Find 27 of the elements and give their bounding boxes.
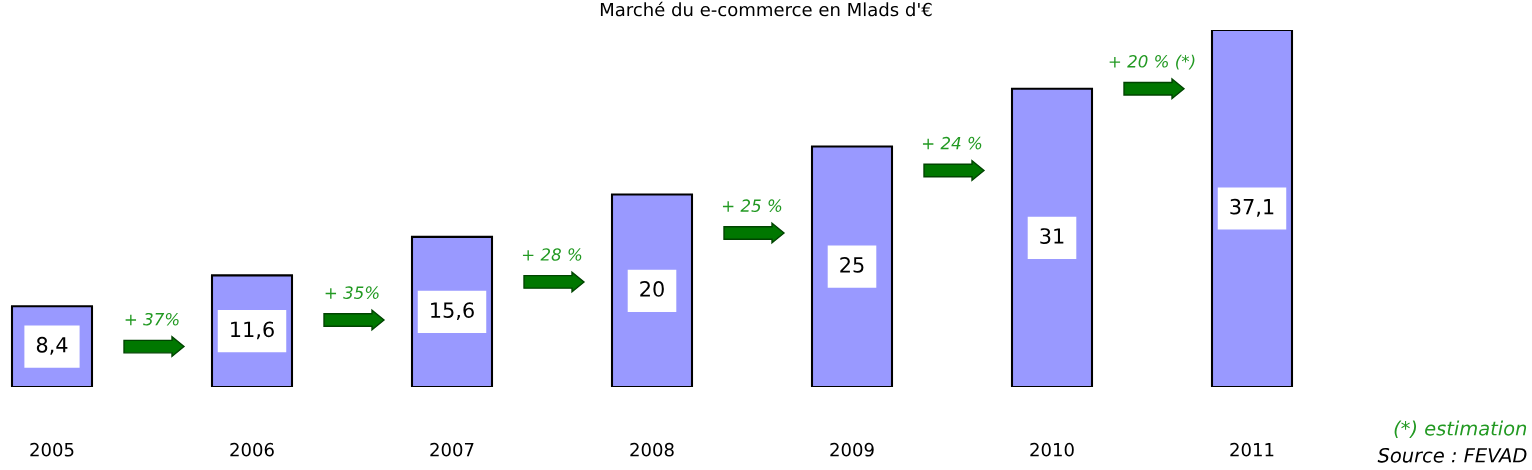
x-tick-label: 2011	[1230, 442, 1274, 457]
bar	[810, 145, 894, 387]
annotation: + 20 % (*)	[1109, 54, 1195, 70]
annotation: + 24 %	[922, 136, 982, 150]
x-tick-label: 2010	[1030, 442, 1074, 457]
data-label: 8,4	[36, 336, 68, 355]
data-label: 15,6	[431, 302, 474, 321]
text: (*) estimation	[1394, 420, 1527, 438]
bar	[1010, 87, 1094, 387]
source-note: Source : FEVAD	[1377, 447, 1527, 463]
chart-title: Marché du e-commerce en Mlads d'€	[600, 1, 932, 17]
x-tick-label: 2005	[30, 442, 74, 457]
x-tick-label: 2008	[630, 442, 674, 457]
x-tick-label: 2006	[230, 442, 274, 457]
data-label: 25	[840, 257, 864, 273]
annotation: + 37%	[125, 312, 179, 326]
data-label: 37,1	[1230, 198, 1274, 217]
annotation: + 35%	[325, 286, 379, 299]
annotation: + 25 %	[722, 199, 782, 212]
bar	[610, 193, 694, 387]
bar	[1210, 30, 1294, 387]
x-tick-label: 2007	[430, 442, 474, 457]
data-label: 20	[640, 281, 664, 297]
data-label: 11,6	[231, 321, 274, 340]
x-tick-label: 2009	[830, 442, 874, 457]
annotation: + 28 %	[522, 248, 582, 261]
data-label: 31	[1040, 228, 1064, 244]
